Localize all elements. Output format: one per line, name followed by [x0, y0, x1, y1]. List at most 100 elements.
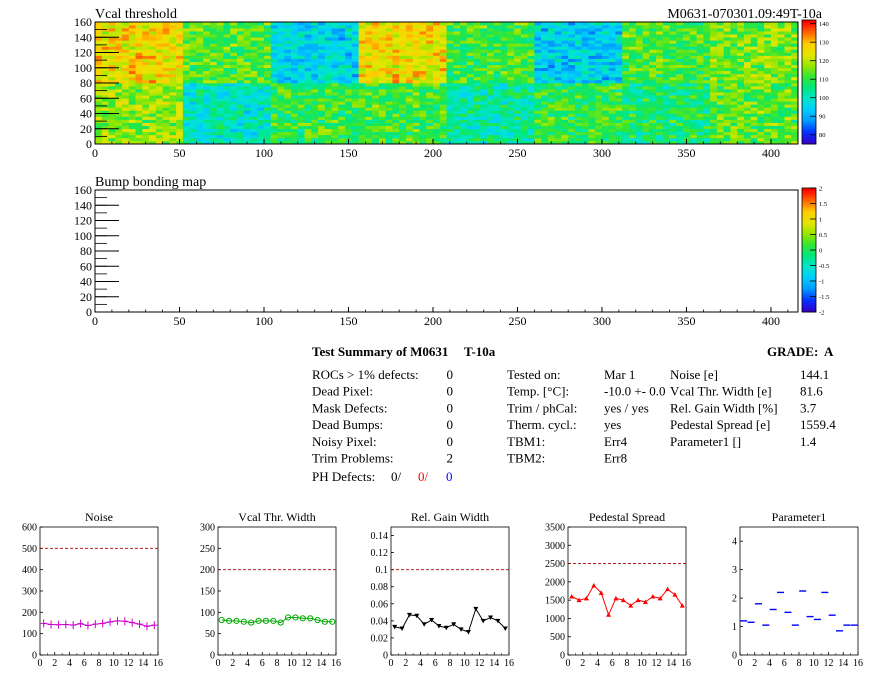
- heatmap-cell: [270, 49, 278, 53]
- heatmap-cell: [439, 64, 447, 69]
- heatmap-cell: [270, 89, 278, 93]
- heatmap-cell: [608, 40, 616, 44]
- heatmap-cell: [547, 61, 555, 65]
- heatmap-cell: [588, 98, 596, 102]
- heatmap-cell: [378, 37, 386, 41]
- heatmap-cell: [730, 137, 738, 142]
- heatmap-cell: [527, 131, 535, 136]
- roc-plot-title: Rel. Gain Width: [411, 510, 489, 524]
- heatmap-cell: [716, 137, 724, 142]
- heatmap-cell: [568, 98, 576, 102]
- heatmap-cell: [649, 76, 657, 81]
- heatmap-cell: [358, 107, 366, 111]
- heatmap-cell: [209, 98, 217, 102]
- heatmap-cell: [108, 40, 116, 44]
- heatmap-cell: [439, 95, 447, 99]
- heatmap-cell: [574, 95, 582, 99]
- heatmap-cell: [372, 31, 380, 35]
- heatmap-cell: [493, 46, 501, 50]
- heatmap-cell: [277, 101, 285, 105]
- heatmap-cell: [534, 46, 542, 50]
- heatmap-cell: [615, 95, 623, 99]
- heatmap-cell: [331, 70, 339, 75]
- heatmap-cell: [297, 46, 305, 50]
- heatmap-cell: [683, 92, 691, 96]
- heatmap-cell: [622, 40, 630, 44]
- heatmap-cell: [311, 101, 319, 105]
- heatmap-cell: [95, 86, 103, 90]
- heatmap-cell: [351, 73, 359, 78]
- heatmap-cell: [176, 98, 184, 102]
- heatmap-cell: [378, 113, 386, 117]
- heatmap-cell: [574, 46, 582, 50]
- heatmap-cell: [277, 122, 285, 126]
- heatmap-cell: [142, 79, 150, 84]
- heatmap-cell: [182, 67, 190, 72]
- heatmap-cell: [169, 113, 177, 117]
- heatmap-cell: [345, 40, 353, 44]
- heatmap-cell: [351, 113, 359, 117]
- heatmap-cell: [189, 104, 197, 108]
- heatmap-cell: [716, 83, 724, 87]
- heatmap-cell: [108, 128, 116, 133]
- heatmap-cell: [723, 125, 731, 130]
- heatmap-cell: [142, 22, 150, 26]
- heatmap-cell: [554, 131, 562, 136]
- heatmap-cell: [311, 58, 319, 62]
- heatmap-cell: [135, 64, 143, 69]
- heatmap-cell: [649, 22, 657, 26]
- heatmap-cell: [500, 104, 508, 108]
- heatmap-cell: [338, 110, 346, 114]
- heatmap-cell: [358, 83, 366, 87]
- heatmap-cell: [189, 140, 197, 145]
- heatmap-cell: [101, 140, 109, 145]
- heatmap-cell: [770, 64, 779, 69]
- heatmap-cell: [446, 73, 454, 78]
- heatmap-cell: [507, 110, 515, 114]
- heatmap-cell: [419, 125, 427, 130]
- heatmap-cell: [629, 34, 637, 38]
- heatmap-cell: [209, 110, 217, 114]
- heatmap-cell: [737, 86, 745, 90]
- heatmap-cell: [574, 83, 582, 87]
- heatmap-cell: [446, 25, 454, 29]
- heatmap-cell: [520, 43, 528, 47]
- heatmap-cell: [561, 101, 569, 105]
- heatmap-cell: [601, 79, 610, 84]
- palette-tick-label: 110: [819, 77, 829, 84]
- heatmap-cell: [236, 22, 245, 26]
- heatmap-cell: [683, 107, 691, 111]
- heatmap-cell: [135, 110, 143, 114]
- heatmap-cell: [277, 61, 285, 65]
- heatmap-cell: [182, 37, 190, 41]
- heatmap-cell: [216, 98, 224, 102]
- heatmap-cell: [365, 128, 373, 133]
- heatmap-cell: [432, 128, 441, 133]
- heatmap-cell: [574, 52, 582, 56]
- heatmap-cell: [568, 128, 576, 133]
- heatmap-cell: [710, 76, 718, 81]
- heatmap-cell: [196, 86, 204, 90]
- heatmap-cell: [304, 67, 312, 72]
- heatmap-cell: [399, 104, 407, 108]
- heatmap-cell: [710, 95, 718, 99]
- heatmap-cell: [683, 128, 691, 133]
- heatmap-cell: [351, 104, 359, 108]
- heatmap-cell: [466, 43, 474, 47]
- heatmap-cell: [351, 89, 359, 93]
- defect-value: 0: [447, 434, 454, 449]
- y-tick-label: 1: [732, 622, 737, 633]
- heatmap-cell: [257, 86, 265, 90]
- heatmap-cell: [453, 61, 461, 65]
- heatmap-cell: [115, 40, 123, 44]
- heatmap-cell: [277, 40, 285, 44]
- heatmap-cell: [270, 92, 278, 96]
- heatmap-cell: [723, 101, 731, 105]
- heatmap-cell: [676, 101, 684, 105]
- heatmap-cell: [642, 131, 650, 136]
- heatmap-cell: [595, 128, 603, 133]
- heatmap-cell: [182, 110, 190, 114]
- heatmap-cell: [155, 113, 163, 117]
- heatmap-cell: [257, 55, 265, 59]
- heatmap-cell: [716, 52, 724, 56]
